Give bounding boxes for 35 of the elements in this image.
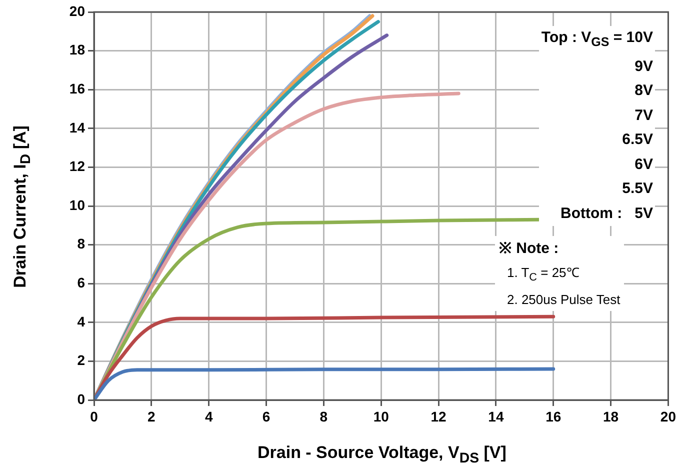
y-tick-label: 12	[69, 158, 86, 174]
x-tick-label: 12	[430, 408, 447, 424]
x-tick-label: 16	[546, 408, 562, 424]
y-tick-label: 4	[77, 313, 86, 330]
x-tick-label: 6	[262, 408, 270, 424]
x-tick-label: 0	[90, 408, 98, 424]
annotation: 9V	[634, 56, 653, 76]
annotation: 2. 250us Pulse Test	[506, 290, 620, 309]
annotation: 6V	[634, 154, 653, 174]
y-tick-label: 8	[77, 236, 86, 252]
x-tick-label: 18	[603, 408, 619, 424]
annotation: 5.5V	[621, 179, 653, 199]
y-tick-label: 10	[69, 196, 86, 213]
annotation: 6.5V	[621, 130, 653, 150]
y-tick-label: 16	[69, 80, 86, 96]
y-tick-label: 2	[77, 352, 86, 368]
x-tick-label: 14	[488, 408, 504, 424]
annotation: 7V	[634, 106, 653, 126]
y-tick-label: 0	[77, 390, 86, 407]
x-tick-label: 10	[373, 408, 390, 424]
x-tick-label: 8	[320, 408, 328, 424]
x-tick-label: 4	[204, 408, 213, 424]
y-tick-label: 20	[69, 2, 86, 19]
annotation: ※ Note :	[499, 239, 560, 259]
annotation: 8V	[634, 81, 653, 101]
y-tick-label: 6	[77, 274, 86, 290]
x-tick-label: 20	[660, 408, 676, 424]
line-series	[94, 367, 556, 400]
annotation: Top : V$_{GS}$ = 10V	[541, 28, 653, 51]
annotation: Bottom : 5V	[560, 204, 653, 224]
x-tick-label: 2	[148, 408, 156, 424]
x-axis-title: Drain - Source Voltage, V$_{DS}$ [V]	[258, 443, 506, 466]
annotation: 1. T$_{C}$ = 25℃	[506, 264, 580, 286]
y-tick-label: 18	[69, 42, 86, 58]
y-tick-label: 14	[69, 119, 86, 136]
